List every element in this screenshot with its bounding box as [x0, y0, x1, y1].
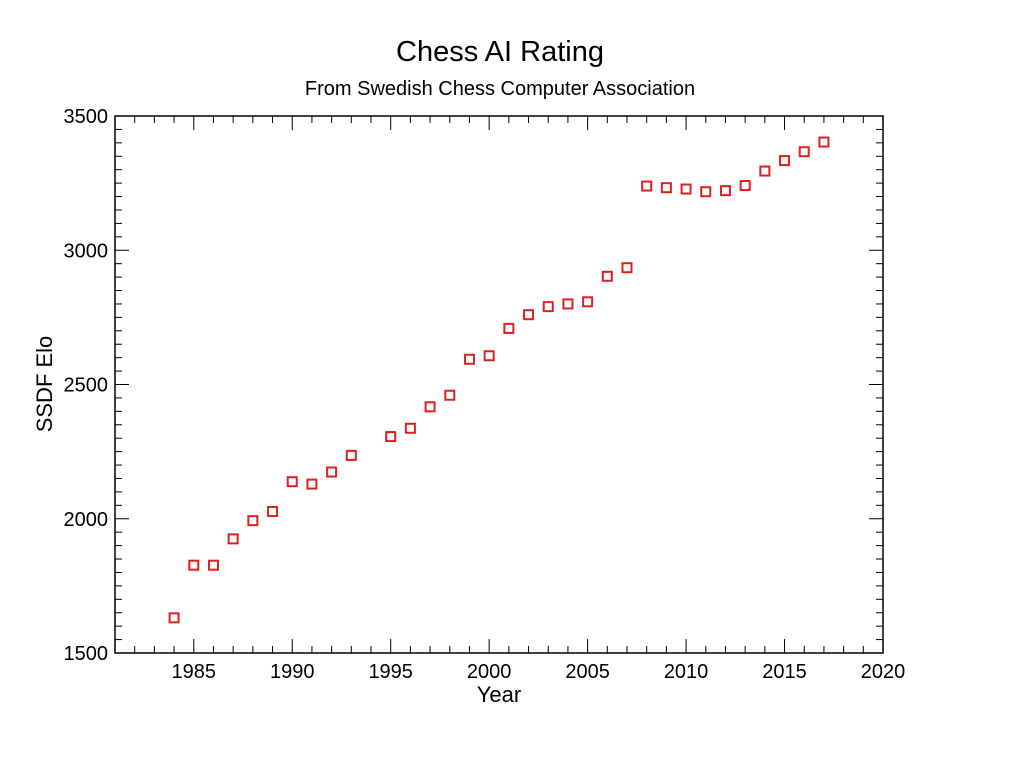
data-point	[660, 182, 672, 194]
data-point	[759, 165, 771, 177]
data-point	[247, 515, 259, 527]
y-axis-label: SSDF Elo	[32, 336, 57, 433]
data-point	[779, 155, 791, 167]
y-tick-label: 2000	[64, 509, 109, 531]
data-point	[345, 449, 357, 461]
tick-labels: 1985 1990 1995 2000 2005 2010 2015 2020 1500 2000…	[64, 106, 906, 683]
data-point	[503, 322, 515, 334]
y-tick-label: 3500	[64, 106, 109, 128]
data-point	[404, 422, 416, 434]
data-point	[739, 180, 751, 192]
data-point	[798, 146, 810, 158]
data-point	[582, 296, 594, 308]
x-tick-label: 2020	[861, 661, 906, 683]
data-point	[306, 478, 318, 490]
chart-title: Chess AI Rating	[396, 36, 604, 68]
x-tick-label: 2015	[762, 661, 807, 683]
data-point	[641, 180, 653, 192]
data-point	[424, 401, 436, 413]
data-point	[562, 298, 574, 310]
data-point	[463, 353, 475, 365]
data-point	[483, 350, 495, 362]
data-point	[286, 476, 298, 488]
x-tick-label: 1985	[172, 661, 217, 683]
data-point	[444, 389, 456, 401]
data-point	[385, 431, 397, 443]
axis-ticks	[114, 115, 884, 654]
data-point	[818, 136, 830, 148]
y-tick-label: 1500	[64, 643, 109, 665]
x-tick-label: 2010	[664, 661, 709, 683]
data-point	[227, 533, 239, 545]
data-point	[601, 270, 613, 282]
data-point	[621, 262, 633, 274]
y-tick-label: 3000	[64, 240, 109, 262]
x-tick-label: 2005	[565, 661, 610, 683]
x-axis-label: Year	[477, 682, 521, 707]
data-points	[168, 136, 830, 624]
x-tick-label: 2000	[467, 661, 512, 683]
y-tick-label: 2500	[64, 375, 109, 397]
data-point	[523, 309, 535, 321]
data-point	[680, 183, 692, 195]
data-point	[168, 612, 180, 624]
x-tick-label: 1995	[368, 661, 413, 683]
data-point	[188, 559, 200, 571]
data-point	[207, 559, 219, 571]
data-point	[700, 186, 712, 198]
chart-subtitle: From Swedish Chess Computer Association	[305, 78, 695, 100]
plot-frame	[114, 115, 884, 654]
x-tick-label: 1990	[270, 661, 315, 683]
data-point	[326, 466, 338, 478]
data-point	[542, 301, 554, 313]
data-point	[719, 185, 731, 197]
data-point	[267, 506, 279, 518]
